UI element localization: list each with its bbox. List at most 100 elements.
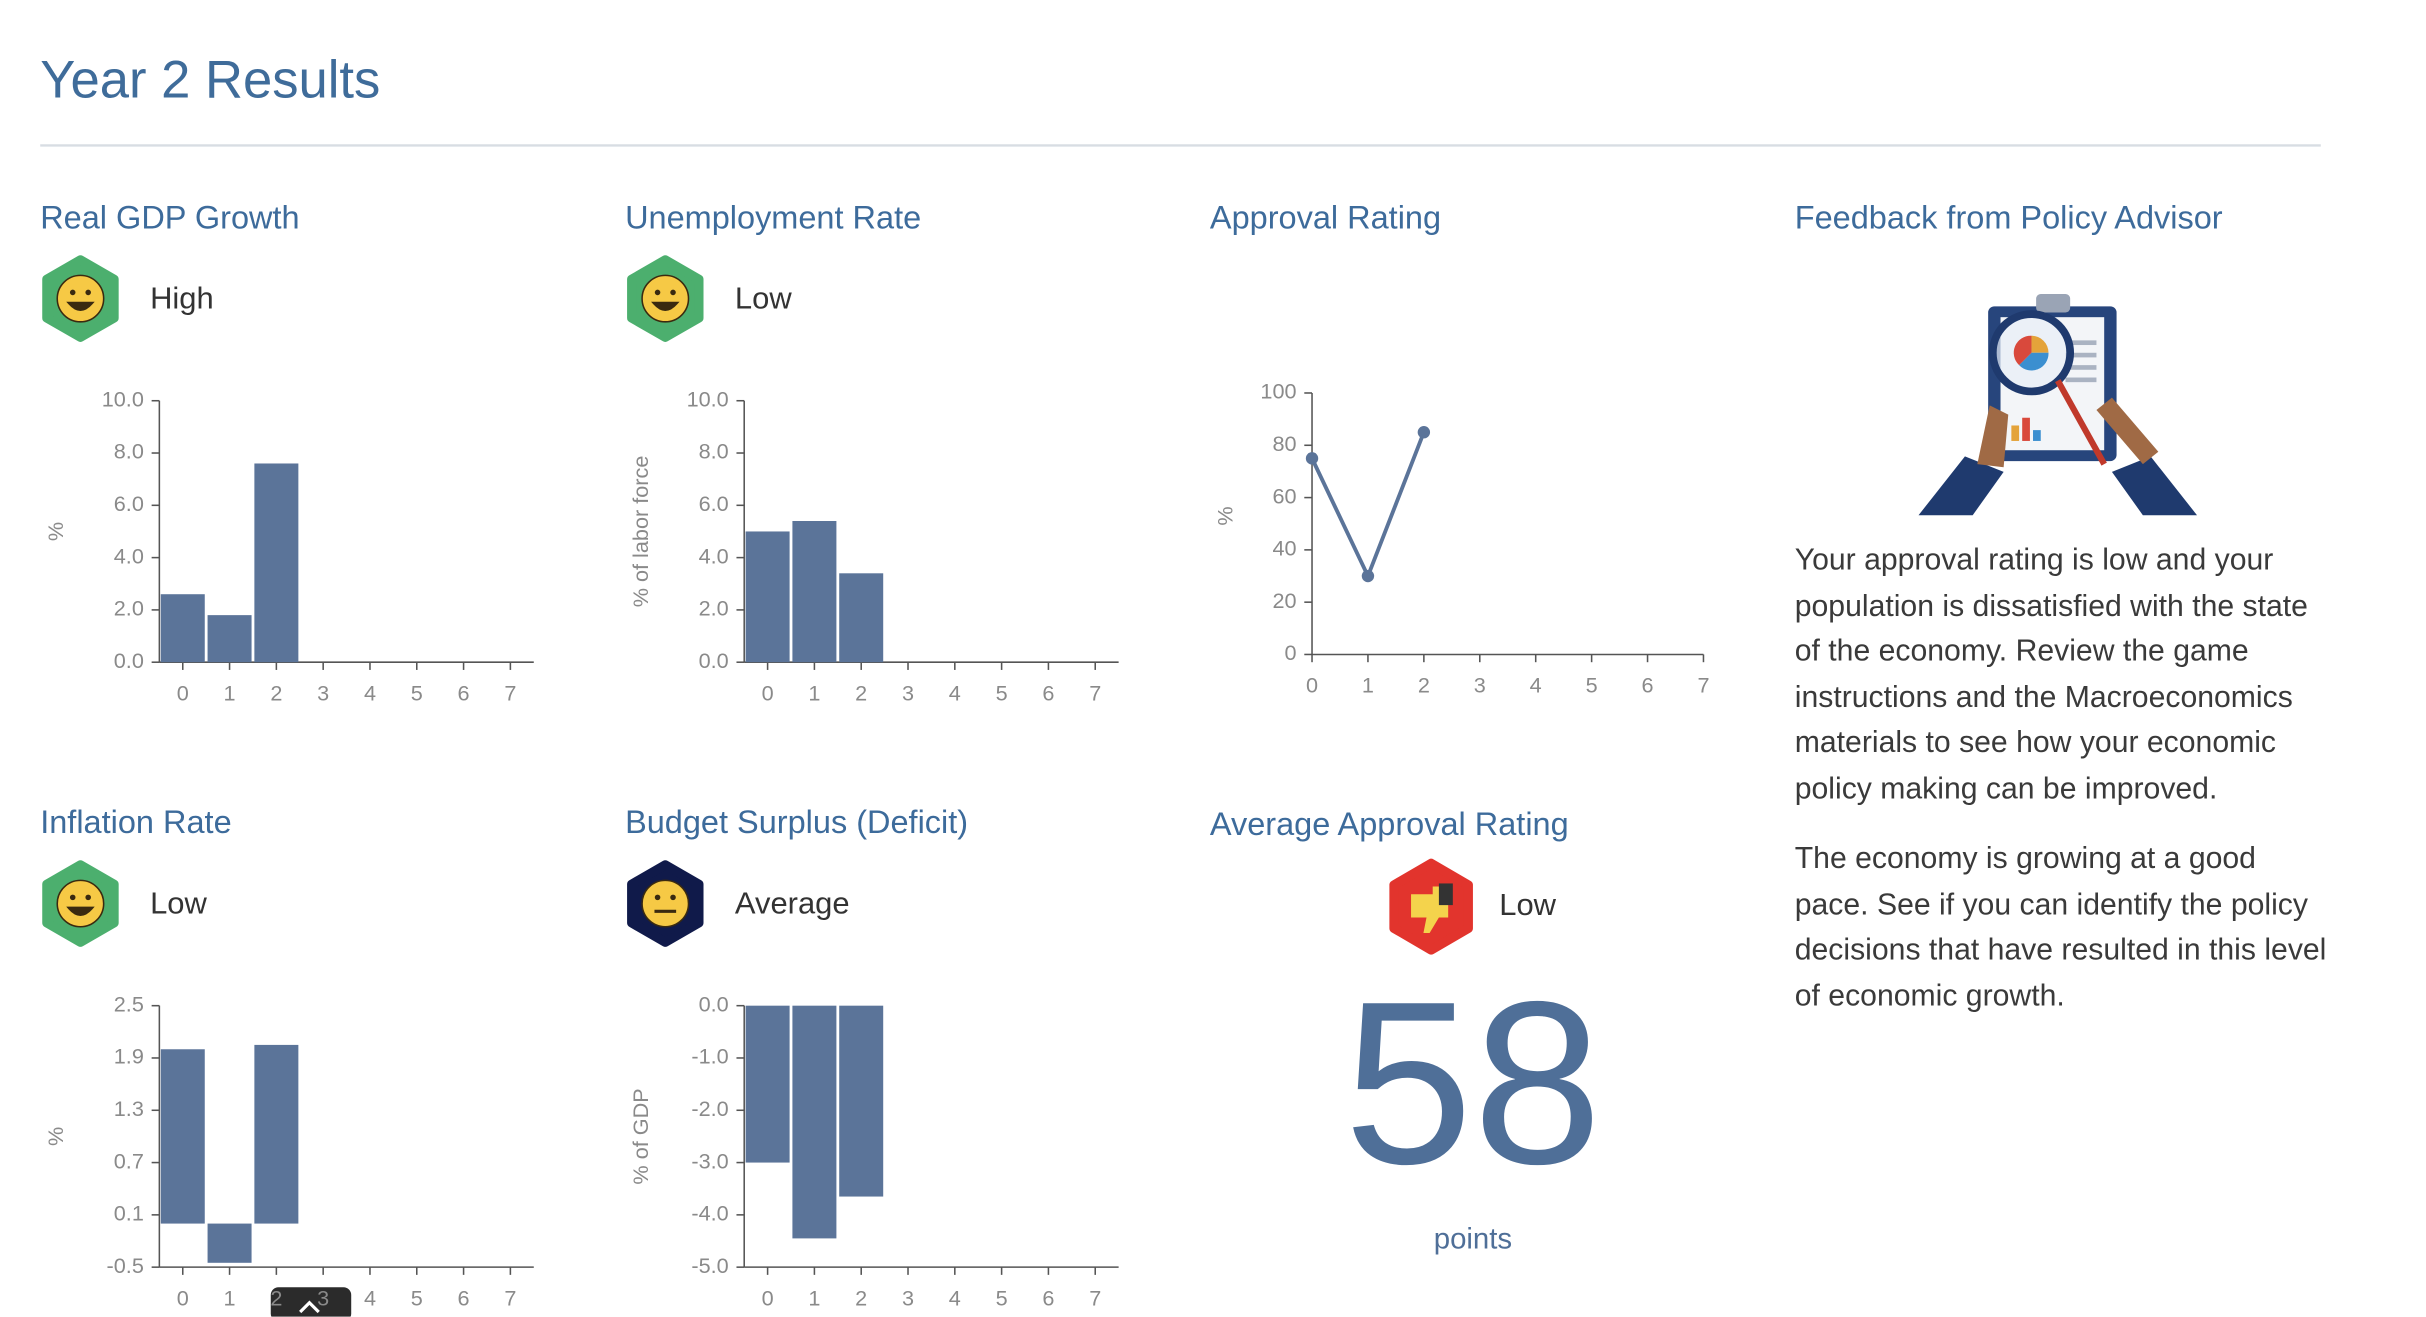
x-tick-label: 4 — [364, 680, 376, 705]
y-axis-label: % of labor force — [628, 456, 653, 608]
show-more-tab[interactable] — [270, 1287, 352, 1317]
x-tick-label: 3 — [317, 1285, 329, 1310]
face — [641, 274, 690, 323]
y-tick-label: 8.0 — [699, 439, 729, 464]
status-label: High — [150, 280, 214, 315]
y-tick-label: 10.0 — [102, 386, 144, 411]
y-tick-label: 0.0 — [699, 648, 729, 673]
x-tick-label: 1 — [808, 1285, 820, 1310]
eye — [69, 289, 76, 296]
x-tick-label: 2 — [270, 1285, 282, 1310]
avg-approval-value: 58 — [1344, 954, 1602, 1213]
x-tick-label: 3 — [1474, 673, 1486, 698]
x-tick-label: 5 — [996, 680, 1008, 705]
y-tick-label: 6.0 — [114, 491, 144, 516]
y-axis-label: % — [43, 522, 68, 541]
x-tick-label: 6 — [1042, 1285, 1054, 1310]
x-tick-label: 6 — [1042, 680, 1054, 705]
bar — [839, 1005, 884, 1197]
x-tick-label: 7 — [504, 1285, 516, 1310]
y-tick-label: 1.9 — [114, 1044, 144, 1069]
feedback-paragraph: Your approval rating is low and your pop… — [1794, 543, 2308, 806]
advisor-illustration — [1918, 293, 2198, 516]
eye — [670, 894, 676, 901]
x-tick-label: 0 — [177, 1285, 189, 1310]
y-tick-label: 0.0 — [699, 991, 729, 1016]
bar — [792, 521, 837, 663]
x-tick-label: 4 — [949, 680, 961, 705]
y-tick-label: -2.0 — [691, 1096, 728, 1121]
y-tick-label: 2.0 — [699, 596, 729, 621]
x-tick-label: 1 — [224, 680, 236, 705]
eye — [654, 289, 661, 296]
panel-title: Average Approval Rating — [1210, 806, 1569, 842]
x-tick-label: 1 — [1362, 673, 1374, 698]
x-tick-label: 0 — [177, 680, 189, 705]
x-tick-label: 5 — [411, 680, 423, 705]
bar — [207, 615, 252, 663]
bar — [792, 1005, 837, 1239]
y-tick-label: 2.0 — [114, 596, 144, 621]
point — [1305, 452, 1319, 465]
status-label: Low — [735, 280, 792, 315]
x-tick-label: 5 — [996, 1285, 1008, 1310]
panel-title: Budget Surplus (Deficit) — [625, 804, 968, 840]
x-tick-label: 2 — [855, 1285, 867, 1310]
y-tick-label: 8.0 — [114, 439, 144, 464]
y-axis-label: % — [1213, 506, 1238, 525]
x-tick-label: 4 — [949, 1285, 961, 1310]
x-tick-label: 7 — [1089, 1285, 1101, 1310]
y-tick-label: -5.0 — [691, 1253, 728, 1278]
mouth — [66, 301, 95, 311]
eye — [69, 894, 76, 901]
face — [56, 879, 105, 928]
x-tick-label: 6 — [458, 1285, 470, 1310]
x-tick-label: 0 — [1306, 673, 1318, 698]
point — [1361, 569, 1375, 583]
y-tick-label: 40 — [1272, 536, 1296, 561]
avg-approval-status: Low — [1499, 887, 1556, 922]
page-title: Year 2 Results — [40, 50, 380, 109]
x-tick-label: 0 — [762, 680, 774, 705]
y-tick-label: 0.7 — [114, 1148, 144, 1173]
panel-title: Real GDP Growth — [40, 199, 299, 235]
x-tick-label: 6 — [458, 680, 470, 705]
eye — [670, 289, 676, 296]
y-tick-label: 100 — [1260, 379, 1296, 404]
feedback-paragraph: The economy is growing at a good pace. S… — [1794, 841, 2327, 1013]
x-tick-label: 0 — [762, 1285, 774, 1310]
bar — [160, 1049, 205, 1224]
y-tick-label: 10.0 — [687, 386, 729, 411]
status-label: Low — [150, 885, 207, 920]
eye — [85, 289, 91, 296]
status-icon — [42, 255, 119, 342]
y-tick-label: 0.0 — [114, 648, 144, 673]
y-tick-label: 60 — [1272, 483, 1296, 508]
y-tick-label: 1.3 — [114, 1096, 144, 1121]
status-icon — [627, 255, 704, 342]
bar — [254, 463, 299, 663]
y-tick-label: 0.1 — [114, 1201, 144, 1226]
panel-title: Inflation Rate — [40, 804, 231, 840]
avg-approval-unit: points — [1434, 1223, 1512, 1256]
mouth — [66, 906, 95, 916]
bar — [745, 531, 790, 663]
status-label: Average — [735, 885, 850, 920]
eye — [85, 894, 91, 901]
status-icon — [627, 860, 704, 947]
x-tick-label: 2 — [270, 680, 282, 705]
x-tick-label: 5 — [411, 1285, 423, 1310]
y-tick-label: 2.5 — [114, 991, 144, 1016]
y-tick-label: -3.0 — [691, 1148, 728, 1173]
point — [1417, 426, 1431, 439]
eye — [654, 894, 661, 901]
bar — [745, 1005, 790, 1163]
panel-title: Feedback from Policy Advisor — [1795, 199, 2223, 235]
x-tick-label: 4 — [1530, 673, 1542, 698]
x-tick-label: 5 — [1586, 673, 1598, 698]
status-icon — [42, 860, 119, 947]
y-axis-label: % — [43, 1127, 68, 1146]
y-tick-label: 0 — [1285, 640, 1297, 665]
